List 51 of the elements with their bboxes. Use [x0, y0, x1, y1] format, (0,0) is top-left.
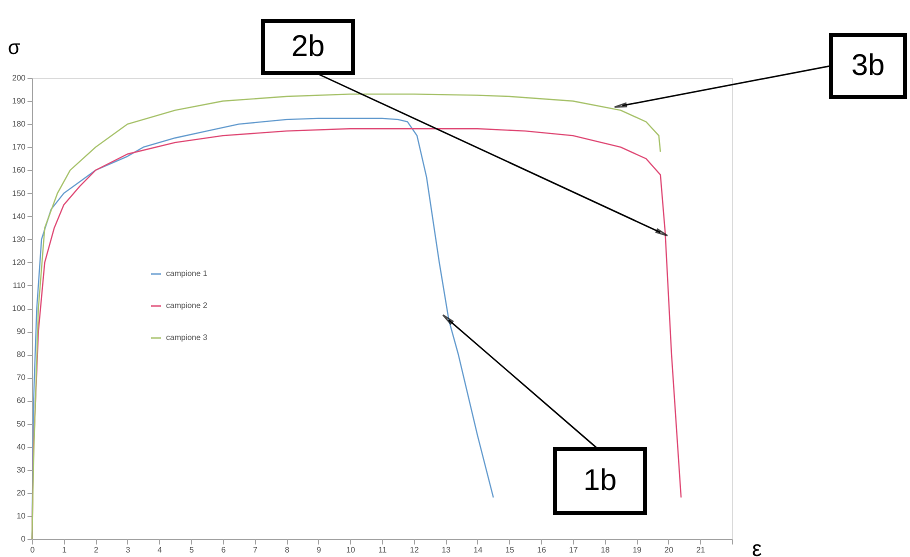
x-tick-label: 5	[189, 546, 194, 554]
y-axis-title: σ	[8, 37, 21, 59]
legend-label: campione 2	[166, 301, 208, 310]
annotation: 2b	[291, 30, 325, 63]
y-tick-label: 190	[12, 96, 26, 106]
y-tick-label: 100	[12, 304, 26, 313]
x-tick-label: 8	[284, 546, 290, 554]
x-tick-label: 1	[62, 546, 68, 554]
y-tick-label: 110	[12, 280, 26, 290]
y-tick-label: 90	[16, 327, 26, 336]
y-tick-label: 130	[12, 234, 26, 244]
legend-label: campione 3	[166, 333, 208, 342]
legend-label: campione 1	[166, 269, 208, 278]
x-tick-label: 12	[410, 546, 420, 554]
x-tick-label: 16	[537, 546, 547, 554]
x-tick-label: 18	[600, 546, 610, 554]
x-tick-label: 7	[253, 546, 258, 554]
x-tick-label: 15	[505, 546, 515, 554]
y-tick-label: 180	[12, 120, 26, 129]
x-tick-label: 6	[221, 546, 226, 554]
x-tick-label: 4	[158, 546, 163, 554]
x-tick-label: 21	[696, 546, 706, 554]
y-tick-label: 120	[12, 258, 26, 267]
y-tick-label: 160	[12, 166, 26, 175]
x-tick-label: 19	[632, 546, 642, 554]
y-tick-label: 60	[16, 396, 26, 406]
y-tick-label: 70	[16, 373, 26, 382]
x-tick-label: 9	[316, 546, 322, 554]
y-tick-label: 40	[16, 442, 26, 452]
x-tick-label: 20	[664, 546, 674, 554]
y-tick-label: 20	[16, 488, 26, 498]
x-tick-label: 0	[30, 546, 36, 554]
x-tick-label: 2	[94, 546, 99, 554]
y-tick-label: 30	[16, 465, 26, 474]
y-tick-label: 140	[12, 212, 26, 221]
x-tick-label: 11	[378, 546, 388, 554]
y-tick-label: 200	[12, 74, 26, 82]
x-tick-label: 10	[346, 546, 356, 554]
y-tick-label: 10	[16, 511, 26, 520]
y-tick-label: 0	[21, 534, 26, 544]
x-tick-label: 17	[568, 546, 578, 554]
annotation: 3b	[851, 49, 885, 82]
y-tick-label: 80	[16, 350, 26, 360]
y-tick-label: 50	[16, 419, 26, 428]
x-tick-label: 14	[474, 546, 483, 554]
y-tick-label: 170	[12, 142, 26, 152]
y-tick-label: 150	[12, 188, 26, 198]
x-tick-label: 13	[442, 546, 452, 554]
x-axis-title: ε	[752, 536, 762, 557]
x-tick-label: 3	[126, 546, 131, 554]
annotation: 1b	[583, 464, 617, 497]
